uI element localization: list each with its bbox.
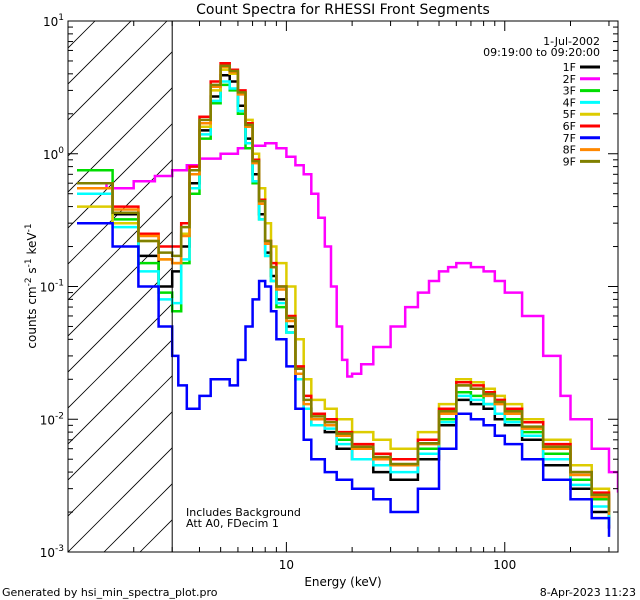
legend-label-3F: 3F — [563, 85, 576, 98]
y-tick-label: 10-1 — [40, 279, 64, 295]
y-tick-label: 101 — [43, 13, 64, 29]
ylabel-mid: s — [25, 267, 39, 277]
annotation-attenuator: Att A0, FDecim 1 — [186, 517, 279, 530]
x-tick-label: 10 — [279, 558, 294, 572]
legend-time-range: 09:19:00 to 09:20:00 — [483, 46, 600, 59]
series-3F — [77, 83, 611, 519]
y-tick-label: 10-2 — [40, 411, 64, 427]
x-axis-label: Energy (keV) — [304, 575, 381, 589]
axis-ticks: 10 100 10-3 10-2 10-1 100 101 — [40, 13, 618, 572]
legend-label-4F: 4F — [563, 96, 576, 109]
series-9F — [77, 64, 611, 512]
legend-label-5F: 5F — [563, 108, 576, 121]
y-tick-label: 100 — [43, 146, 64, 162]
legend-label-9F: 9F — [563, 155, 576, 168]
ylabel-sup3: -1 — [24, 223, 34, 232]
legend-label-2F: 2F — [563, 73, 576, 86]
x-tick-label: 100 — [493, 558, 516, 572]
legend-label-1F: 1F — [563, 61, 576, 74]
chart-title: Count Spectra for RHESSI Front Segments — [196, 2, 490, 18]
footer-timestamp: 8-Apr-2023 11:23 — [540, 586, 636, 599]
series-7F — [77, 221, 611, 537]
series-1F — [77, 74, 611, 529]
series-2F — [77, 141, 618, 493]
footer-generated-by: Generated by hsi_min_spectra_plot.pro — [2, 586, 218, 599]
legend-label-6F: 6F — [563, 120, 576, 133]
ylabel-sup1: -2 — [24, 277, 34, 286]
series-layer — [77, 62, 618, 537]
y-tick-label: 10-3 — [40, 544, 64, 560]
legend-date: 1-Jul-2002 — [543, 35, 600, 48]
ylabel-post: keV — [25, 232, 39, 259]
ylabel-sup2: -1 — [24, 258, 34, 267]
legend-label-7F: 7F — [563, 132, 576, 145]
annotation-background: Includes Background — [186, 506, 301, 519]
ylabel-pre: counts cm — [25, 286, 39, 348]
y-axis-label: counts cm-2 s-1 keV-1 — [24, 223, 39, 348]
legend-label-8F: 8F — [563, 144, 576, 157]
